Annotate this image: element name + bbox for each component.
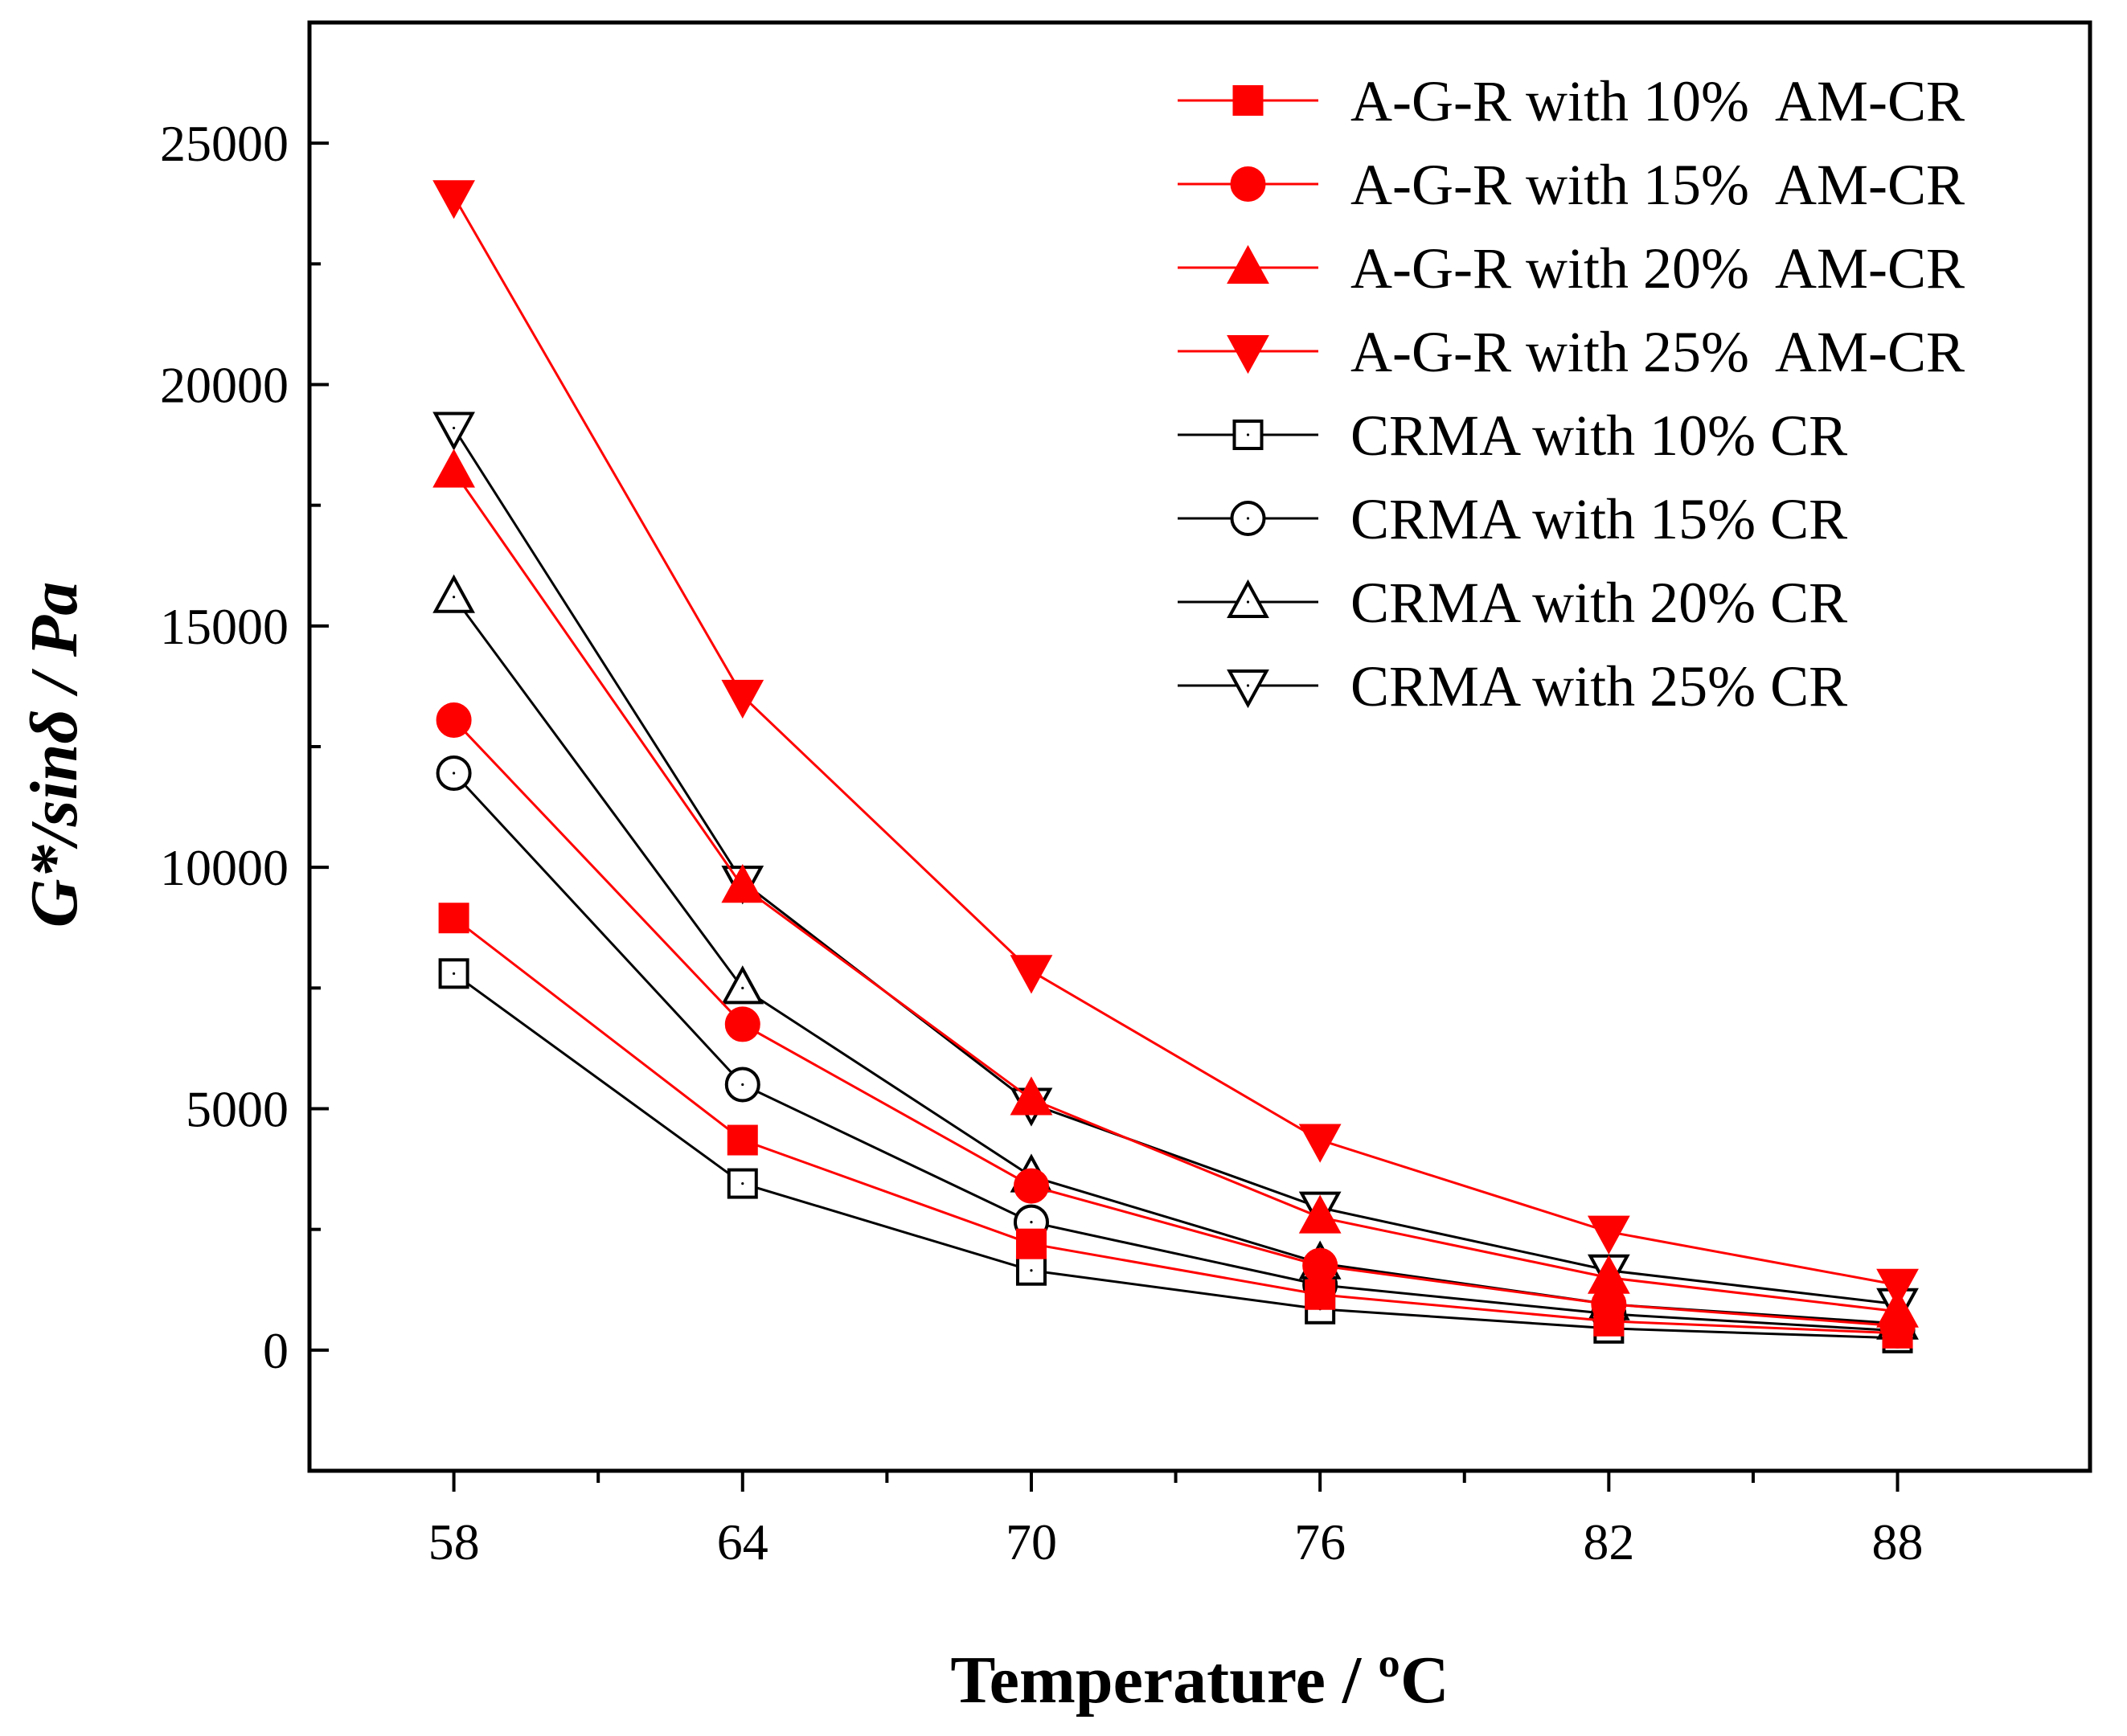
data-point [721,679,764,719]
series-line [453,195,1898,1287]
data-point [1302,1247,1338,1284]
data-point-center-dot [741,1182,744,1185]
x-axis-title: Temperature / ºC [950,1643,1449,1718]
data-point [1298,1194,1342,1234]
data-point-center-dot [1030,1269,1033,1272]
data-point [1587,1215,1630,1255]
legend-marker-center-dot [1246,600,1250,604]
x-tick-label: 64 [717,1513,768,1570]
data-point [1587,1255,1630,1294]
data-point [432,574,475,613]
series-layer [432,180,1919,1353]
data-point [1305,1279,1336,1310]
legend-label: CRMA with 15% CR [1350,487,1847,551]
data-point [727,1124,758,1156]
legend-marker [1227,669,1269,709]
legend-label: A-G-R with 25% AM-CR [1350,320,1965,384]
data-point [1013,1168,1049,1204]
series-2 [436,702,1916,1344]
data-point-center-dot [741,986,744,989]
y-tick-label: 25000 [160,115,289,172]
data-point-center-dot [452,596,456,599]
legend-marker [1232,85,1264,116]
data-point [432,448,475,488]
data-point-center-dot [452,426,456,430]
legend-label: A-G-R with 15% AM-CR [1350,153,1965,217]
legend-label: CRMA with 25% CR [1350,654,1847,719]
data-point [1298,1124,1342,1163]
x-tick-label: 76 [1294,1513,1346,1570]
y-tick-label: 20000 [160,357,289,414]
data-point-center-dot [1030,1221,1033,1224]
data-point [1876,1268,1919,1308]
data-point [721,965,764,1005]
series-line [453,972,1898,1340]
series-6 [436,755,1916,1349]
x-axis: 58 64 70 76 82 88 [428,1471,1924,1570]
y-axis-title-unit: / Pa [17,582,92,710]
series-line [453,470,1898,1313]
legend-label: CRMA with 10% CR [1350,403,1847,468]
data-point-center-dot [741,1083,744,1087]
data-point [436,702,472,738]
y-tick-label: 10000 [160,839,289,896]
x-tick-label: 88 [1872,1513,1924,1570]
series-line [453,772,1898,1333]
x-tick-label: 58 [428,1513,480,1570]
legend-item: CRMA with 25% CR [1178,654,1847,719]
series-line [453,719,1898,1328]
legend-marker-center-dot [1246,433,1250,436]
legend: A-G-R with 10% AM-CR A-G-R with 15% AM-CR… [1178,69,1965,719]
data-point [1010,955,1053,994]
data-point-center-dot [452,772,456,775]
data-point [1010,1076,1053,1116]
legend-item: CRMA with 20% CR [1178,571,1847,635]
data-point [1015,1228,1047,1259]
y-tick-label: 5000 [186,1081,289,1138]
series-line [453,917,1898,1335]
y-axis-title-main: G*/sin [17,743,92,927]
legend-item: A-G-R with 25% AM-CR [1178,320,1965,384]
x-tick-label: 70 [1006,1513,1057,1570]
y-axis-title: G*/sinδ / Pa [17,582,92,927]
legend-marker [1230,166,1266,202]
y-axis-title-symbol: δ [17,709,92,743]
data-point [724,1006,760,1042]
data-point [438,903,469,934]
legend-item: A-G-R with 15% AM-CR [1178,153,1965,217]
legend-marker [1227,244,1269,284]
data-point [432,180,475,219]
data-point-center-dot [452,972,456,975]
legend-marker-center-dot [1246,684,1250,687]
series-line [453,427,1898,1306]
series-4 [432,180,1919,1308]
legend-item: CRMA with 10% CR [1178,403,1847,468]
data-point [1876,1288,1919,1328]
data-point [438,958,469,989]
legend-item: CRMA with 15% CR [1178,487,1847,551]
legend-marker [1227,579,1269,618]
data-point [432,411,475,451]
series-3 [432,448,1919,1328]
legend-item: A-G-R with 10% AM-CR [1178,69,1965,133]
legend-item: A-G-R with 20% AM-CR [1178,236,1965,301]
y-axis: 0 5000 10000 15000 20000 25000 [160,21,329,1472]
legend-label: CRMA with 20% CR [1350,571,1847,635]
x-tick-label: 82 [1583,1513,1634,1570]
y-tick-label: 0 [263,1322,289,1379]
legend-label: A-G-R with 20% AM-CR [1350,236,1965,301]
legend-marker-center-dot [1246,517,1250,520]
y-tick-label: 15000 [160,598,289,655]
data-point [721,864,764,903]
legend-label: A-G-R with 10% AM-CR [1350,69,1965,133]
legend-marker [1227,335,1269,375]
